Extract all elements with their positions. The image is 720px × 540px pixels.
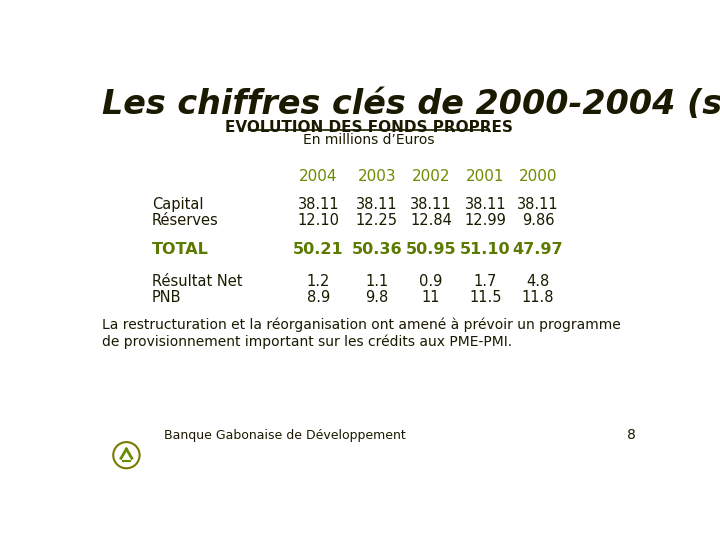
Text: 2004: 2004 [300,168,338,184]
Text: 38.11: 38.11 [517,197,559,212]
Text: En millions d’Euros: En millions d’Euros [303,132,435,146]
Text: La restructuration et la réorganisation ont amené à prévoir un programme
de prov: La restructuration et la réorganisation … [102,318,621,349]
Text: 11.8: 11.8 [522,289,554,305]
Text: 50.36: 50.36 [351,242,402,257]
Text: Réserves: Réserves [152,213,219,228]
Text: 2002: 2002 [412,168,450,184]
Text: 12.84: 12.84 [410,213,452,228]
Text: 2003: 2003 [357,168,396,184]
Text: 1.1: 1.1 [365,274,388,289]
Text: TOTAL: TOTAL [152,242,209,257]
Text: 9.86: 9.86 [522,213,554,228]
Text: 2001: 2001 [466,168,505,184]
Text: 47.97: 47.97 [513,242,563,257]
Text: 11.5: 11.5 [469,289,502,305]
Text: 51.10: 51.10 [460,242,510,257]
Text: 12.25: 12.25 [356,213,397,228]
Text: 12.99: 12.99 [464,213,506,228]
Text: 0.9: 0.9 [419,274,443,289]
Text: 2000: 2000 [518,168,557,184]
Text: Capital: Capital [152,197,204,212]
Text: 38.11: 38.11 [464,197,506,212]
Text: 9.8: 9.8 [365,289,388,305]
Text: EVOLUTION DES FONDS PROPRES: EVOLUTION DES FONDS PROPRES [225,120,513,135]
Text: 1.2: 1.2 [307,274,330,289]
Text: PNB: PNB [152,289,181,305]
Text: Les chiffres clés de 2000-2004 (suite): Les chiffres clés de 2000-2004 (suite) [102,88,720,121]
Text: Banque Gabonaise de Développement: Banque Gabonaise de Développement [163,429,405,442]
Text: 38.11: 38.11 [410,197,452,212]
Text: 8: 8 [628,428,636,442]
Text: 50.21: 50.21 [293,242,344,257]
Text: 8.9: 8.9 [307,289,330,305]
Text: Résultat Net: Résultat Net [152,274,243,289]
Text: 38.11: 38.11 [356,197,397,212]
Text: 12.10: 12.10 [297,213,340,228]
Text: 11: 11 [422,289,440,305]
Text: 1.7: 1.7 [474,274,497,289]
Text: 38.11: 38.11 [298,197,339,212]
Text: 50.95: 50.95 [405,242,456,257]
Text: 4.8: 4.8 [526,274,549,289]
